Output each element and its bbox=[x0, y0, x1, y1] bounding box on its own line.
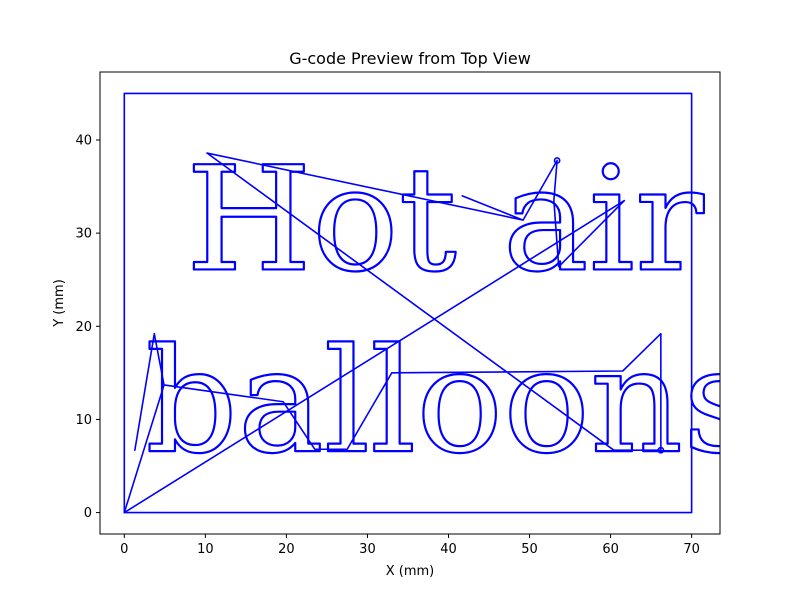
marker-point-0 bbox=[553, 157, 561, 164]
x-tick-label: 30 bbox=[359, 542, 376, 557]
x-tick-label: 0 bbox=[120, 542, 128, 557]
y-tick-label: 40 bbox=[75, 133, 92, 148]
x-tick-label: 70 bbox=[683, 542, 700, 557]
y-axis-label: Y (mm) bbox=[52, 279, 67, 328]
y-tick-label: 0 bbox=[84, 506, 92, 521]
x-axis-label: X (mm) bbox=[386, 564, 435, 579]
toolpath-text-0: Hot air bbox=[186, 136, 705, 304]
marker-point-1 bbox=[657, 446, 665, 454]
x-tick-label: 10 bbox=[197, 542, 214, 557]
x-axis-ticks: 0 10 20 30 40 50 60 70 bbox=[120, 534, 700, 557]
x-tick-label: 40 bbox=[440, 542, 457, 557]
x-tick-label: 50 bbox=[521, 542, 538, 557]
chart-title: G-code Preview from Top View bbox=[289, 49, 531, 68]
y-axis-ticks: 0 10 20 30 40 bbox=[75, 133, 100, 521]
toolpath-text-1: balloons! bbox=[145, 318, 800, 486]
x-tick-label: 60 bbox=[602, 542, 619, 557]
series-line-1 bbox=[123, 152, 662, 514]
y-tick-label: 20 bbox=[75, 320, 92, 335]
y-tick-label: 30 bbox=[75, 227, 92, 242]
axes-frame bbox=[99, 71, 721, 535]
series-line-0 bbox=[123, 92, 693, 514]
y-tick-label: 10 bbox=[75, 413, 92, 428]
x-tick-label: 20 bbox=[278, 542, 295, 557]
